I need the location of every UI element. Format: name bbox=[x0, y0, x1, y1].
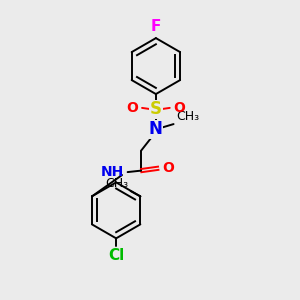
Text: Cl: Cl bbox=[108, 248, 124, 263]
Text: O: O bbox=[126, 101, 138, 115]
Text: O: O bbox=[174, 101, 185, 115]
Text: CH₃: CH₃ bbox=[105, 177, 128, 190]
Text: S: S bbox=[150, 100, 162, 118]
Text: CH₃: CH₃ bbox=[176, 110, 200, 123]
Text: O: O bbox=[162, 161, 174, 175]
Text: N: N bbox=[149, 120, 163, 138]
Text: F: F bbox=[151, 19, 161, 34]
Text: NH: NH bbox=[100, 165, 124, 179]
